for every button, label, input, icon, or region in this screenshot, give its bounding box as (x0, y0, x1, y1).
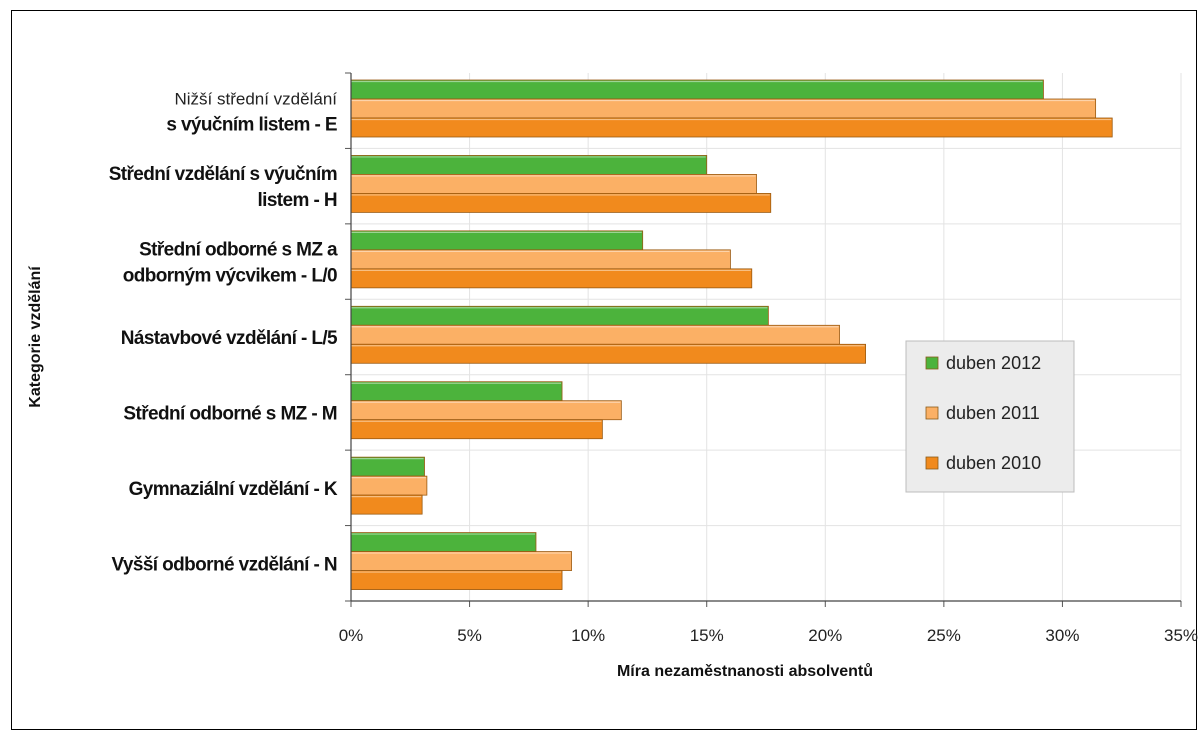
bars (350, 79, 1113, 590)
x-tick-label: 15% (690, 626, 724, 645)
bar (350, 155, 708, 175)
category-label: Střední odborné s MZ - M (123, 403, 337, 424)
bar (350, 532, 537, 552)
category-label: s výučním listem - E (166, 115, 337, 136)
bar (350, 400, 622, 421)
legend-label: duben 2012 (946, 353, 1041, 373)
x-tick-label: 20% (808, 626, 842, 645)
bar (350, 193, 772, 213)
bar (350, 268, 753, 289)
legend: duben 2012 duben 2011 duben 2010 (905, 340, 1075, 493)
y-axis-title: Kategorie vzdělání (27, 266, 44, 408)
x-axis-title: Míra nezaměstnanosti absolventů (617, 663, 873, 680)
x-tick-label: 5% (457, 626, 482, 645)
x-tick-label: 35% (1164, 626, 1198, 645)
bar (350, 174, 757, 194)
bar (350, 570, 563, 590)
legend-label: duben 2011 (946, 403, 1040, 423)
bar (350, 343, 866, 364)
bar (350, 79, 1044, 100)
bar (350, 456, 425, 477)
legend-swatch (925, 406, 939, 420)
bar (350, 249, 731, 270)
bar (350, 381, 563, 402)
legend-label: duben 2010 (946, 453, 1041, 473)
bar (350, 98, 1097, 119)
x-tick-label: 0% (339, 626, 364, 645)
legend-swatch (925, 456, 939, 470)
legend-swatch (925, 356, 939, 370)
bar (350, 475, 428, 496)
category-label: listem - H (257, 190, 337, 211)
bar (350, 494, 423, 515)
bar (350, 117, 1113, 138)
bar (350, 324, 840, 345)
axes (345, 72, 1182, 607)
category-label: Střední vzdělání s výučním (109, 164, 337, 185)
category-label: Gymnaziální vzdělání - K (129, 479, 338, 500)
category-label: odborným výcvikem - L/0 (123, 266, 337, 287)
category-label: Nástavbové vzdělání - L/5 (121, 328, 338, 349)
x-tick-label: 30% (1045, 626, 1079, 645)
x-tick-label: 25% (927, 626, 961, 645)
bar (350, 305, 769, 326)
bar (350, 230, 644, 251)
category-label: Nižší střední vzdělání (174, 90, 337, 109)
x-tick-label: 10% (571, 626, 605, 645)
bar (350, 419, 603, 440)
x-tick-labels: 0% 5% 10% 15% 20% 25% 30% 35% (339, 626, 1198, 645)
bar (350, 551, 572, 571)
category-labels: Nižší střední vzdělání s výučním listem -… (109, 90, 339, 576)
category-label: Střední odborné s MZ a (139, 240, 338, 261)
category-label: Vyšší odborné vzdělání - N (112, 554, 337, 575)
